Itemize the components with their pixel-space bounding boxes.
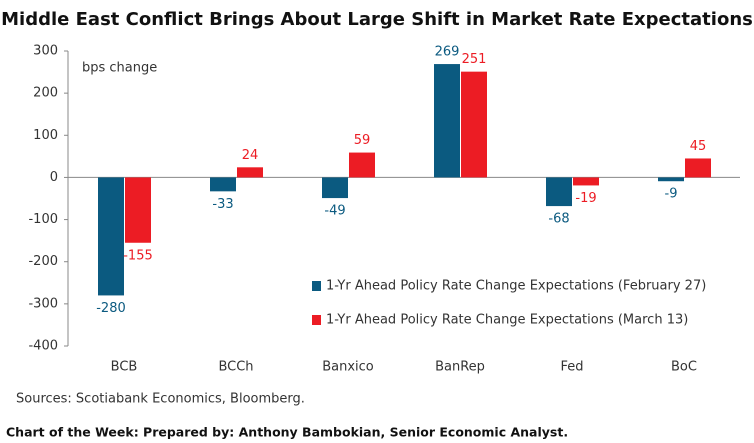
legend-label: 1-Yr Ahead Policy Rate Change Expectatio… [326,279,706,294]
y-axis-label: bps change [82,61,157,76]
x-tick-label: Fed [560,360,583,375]
x-tick-label: BCB [111,360,138,375]
legend-label: 1-Yr Ahead Policy Rate Change Expectatio… [326,313,688,328]
value-label: -19 [575,191,596,206]
y-tick-label: -400 [28,339,58,354]
bar [658,177,684,182]
legend-swatch [312,281,321,291]
y-tick-label: -300 [28,296,58,311]
y-tick-label: 100 [33,128,58,143]
y-tick-label: 0 [50,170,58,185]
bar [573,177,599,186]
value-label: -9 [665,187,678,202]
value-label: -68 [548,212,569,227]
value-label: -33 [212,197,233,212]
value-label: 24 [242,148,259,163]
legend-swatch [312,315,321,325]
bar [210,177,236,192]
value-label: -155 [123,248,153,263]
bar [125,177,151,243]
bar [434,64,460,178]
value-label: 45 [690,139,707,154]
y-tick-label: 300 [33,44,58,59]
bar [685,158,711,178]
value-label: 269 [435,45,460,60]
value-label: -280 [96,301,126,316]
value-label: -49 [324,204,345,219]
value-label: 59 [354,133,371,148]
x-tick-label: Banxico [322,360,374,375]
footer: Chart of the Week: Prepared by: Anthony … [6,425,568,440]
x-tick-label: BanRep [435,360,485,375]
y-tick-label: 200 [33,86,58,101]
y-tick-label: -200 [28,254,58,269]
value-label: 251 [462,52,487,67]
x-tick-label: BCCh [218,360,253,375]
bar [461,71,487,178]
bar [546,177,572,207]
bar [322,177,348,199]
bar [98,177,124,296]
y-tick-label: -100 [28,212,58,227]
bar [237,167,263,178]
bar [349,152,375,178]
source: Sources: Scotiabank Economics, Bloomberg… [16,392,305,407]
x-tick-label: BoC [671,360,697,375]
chart-title: Middle East Conflict Brings About Large … [1,9,753,30]
